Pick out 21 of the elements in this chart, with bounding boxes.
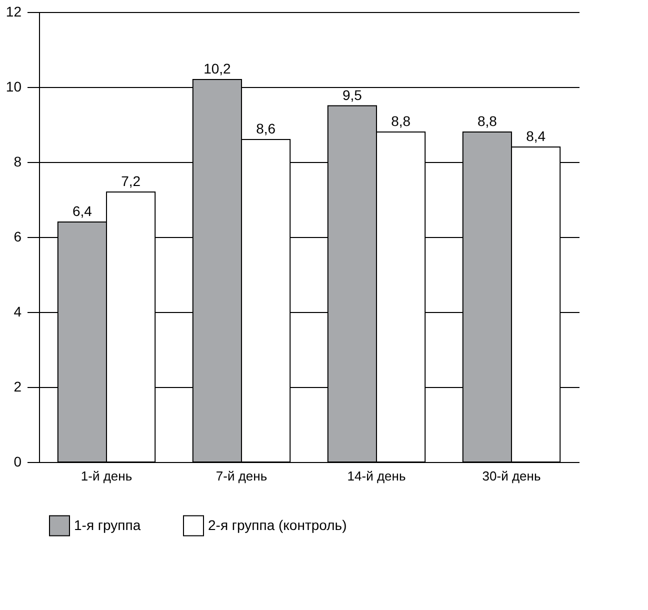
data-label: 8,6 [256, 120, 276, 136]
data-label: 8,4 [526, 128, 546, 144]
y-tick-label: 2 [14, 378, 22, 394]
data-label: 7,2 [121, 173, 141, 189]
y-tick-label: 10 [6, 78, 22, 94]
data-label: 10,2 [204, 60, 232, 76]
data-label: 8,8 [391, 113, 411, 129]
data-label: 9,5 [342, 86, 362, 103]
data-label: 6,4 [72, 203, 92, 219]
y-tick-label: 8 [14, 154, 22, 170]
legend-label: 2-я группа (контроль) [208, 516, 347, 533]
x-tick-label: 7-й день [216, 468, 268, 484]
y-tick-label: 12 [6, 4, 22, 20]
data-label: 8,8 [477, 113, 498, 129]
x-tick-label: 30-й день [482, 468, 541, 484]
y-tick-label: 0 [14, 454, 22, 470]
x-tick-label: 1-й день [80, 468, 132, 484]
y-tick-label: 4 [14, 304, 22, 320]
legend-label: 1-я группа [74, 516, 141, 533]
y-tick-label: 6 [14, 228, 22, 244]
x-tick-label: 14-й день [347, 468, 406, 484]
